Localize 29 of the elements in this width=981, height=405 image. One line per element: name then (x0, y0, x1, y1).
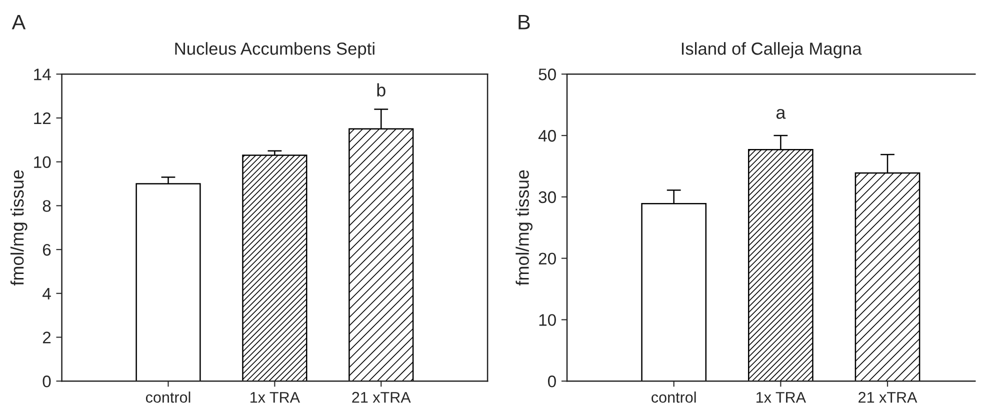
y-tick-label: 2 (42, 332, 51, 344)
y-axis-title: fmol/mg tissue (516, 170, 533, 286)
y-tick-label: 30 (538, 191, 556, 204)
y-tick-label: 20 (538, 252, 556, 265)
x-tick-label: 21 xTRA (352, 392, 411, 403)
annotation: b (377, 83, 386, 97)
x-tick-label: 1x TRA (250, 392, 300, 403)
y-tick-label: 50 (538, 68, 556, 80)
chart-title: Nucleus Accumbens Septi (175, 42, 374, 58)
annotation: a (776, 108, 786, 119)
text: B (518, 14, 530, 30)
x-tick-label: 1x TRA (756, 392, 806, 403)
y-tick-label: 4 (42, 288, 51, 300)
y-tick-label: 10 (34, 156, 51, 168)
y-tick-label: 8 (42, 200, 51, 212)
y-tick-label: 0 (548, 376, 556, 388)
y-tick-label: 10 (539, 314, 556, 326)
y-tick-label: 40 (538, 130, 556, 142)
y-tick-label: 12 (34, 112, 51, 124)
y-tick-label: 6 (42, 244, 51, 256)
y-tick-label: 14 (34, 68, 51, 80)
chart-title: Island of Calleja Magna (682, 42, 862, 58)
x-tick-label: control (652, 392, 696, 403)
text: A (12, 14, 26, 30)
y-tick-label: 0 (42, 376, 51, 388)
bar (242, 154, 308, 382)
y-axis-title: fmol/mg tissue (10, 170, 28, 286)
x-tick-label: 21 xTRA (858, 392, 918, 403)
x-tick-label: control (146, 392, 190, 403)
